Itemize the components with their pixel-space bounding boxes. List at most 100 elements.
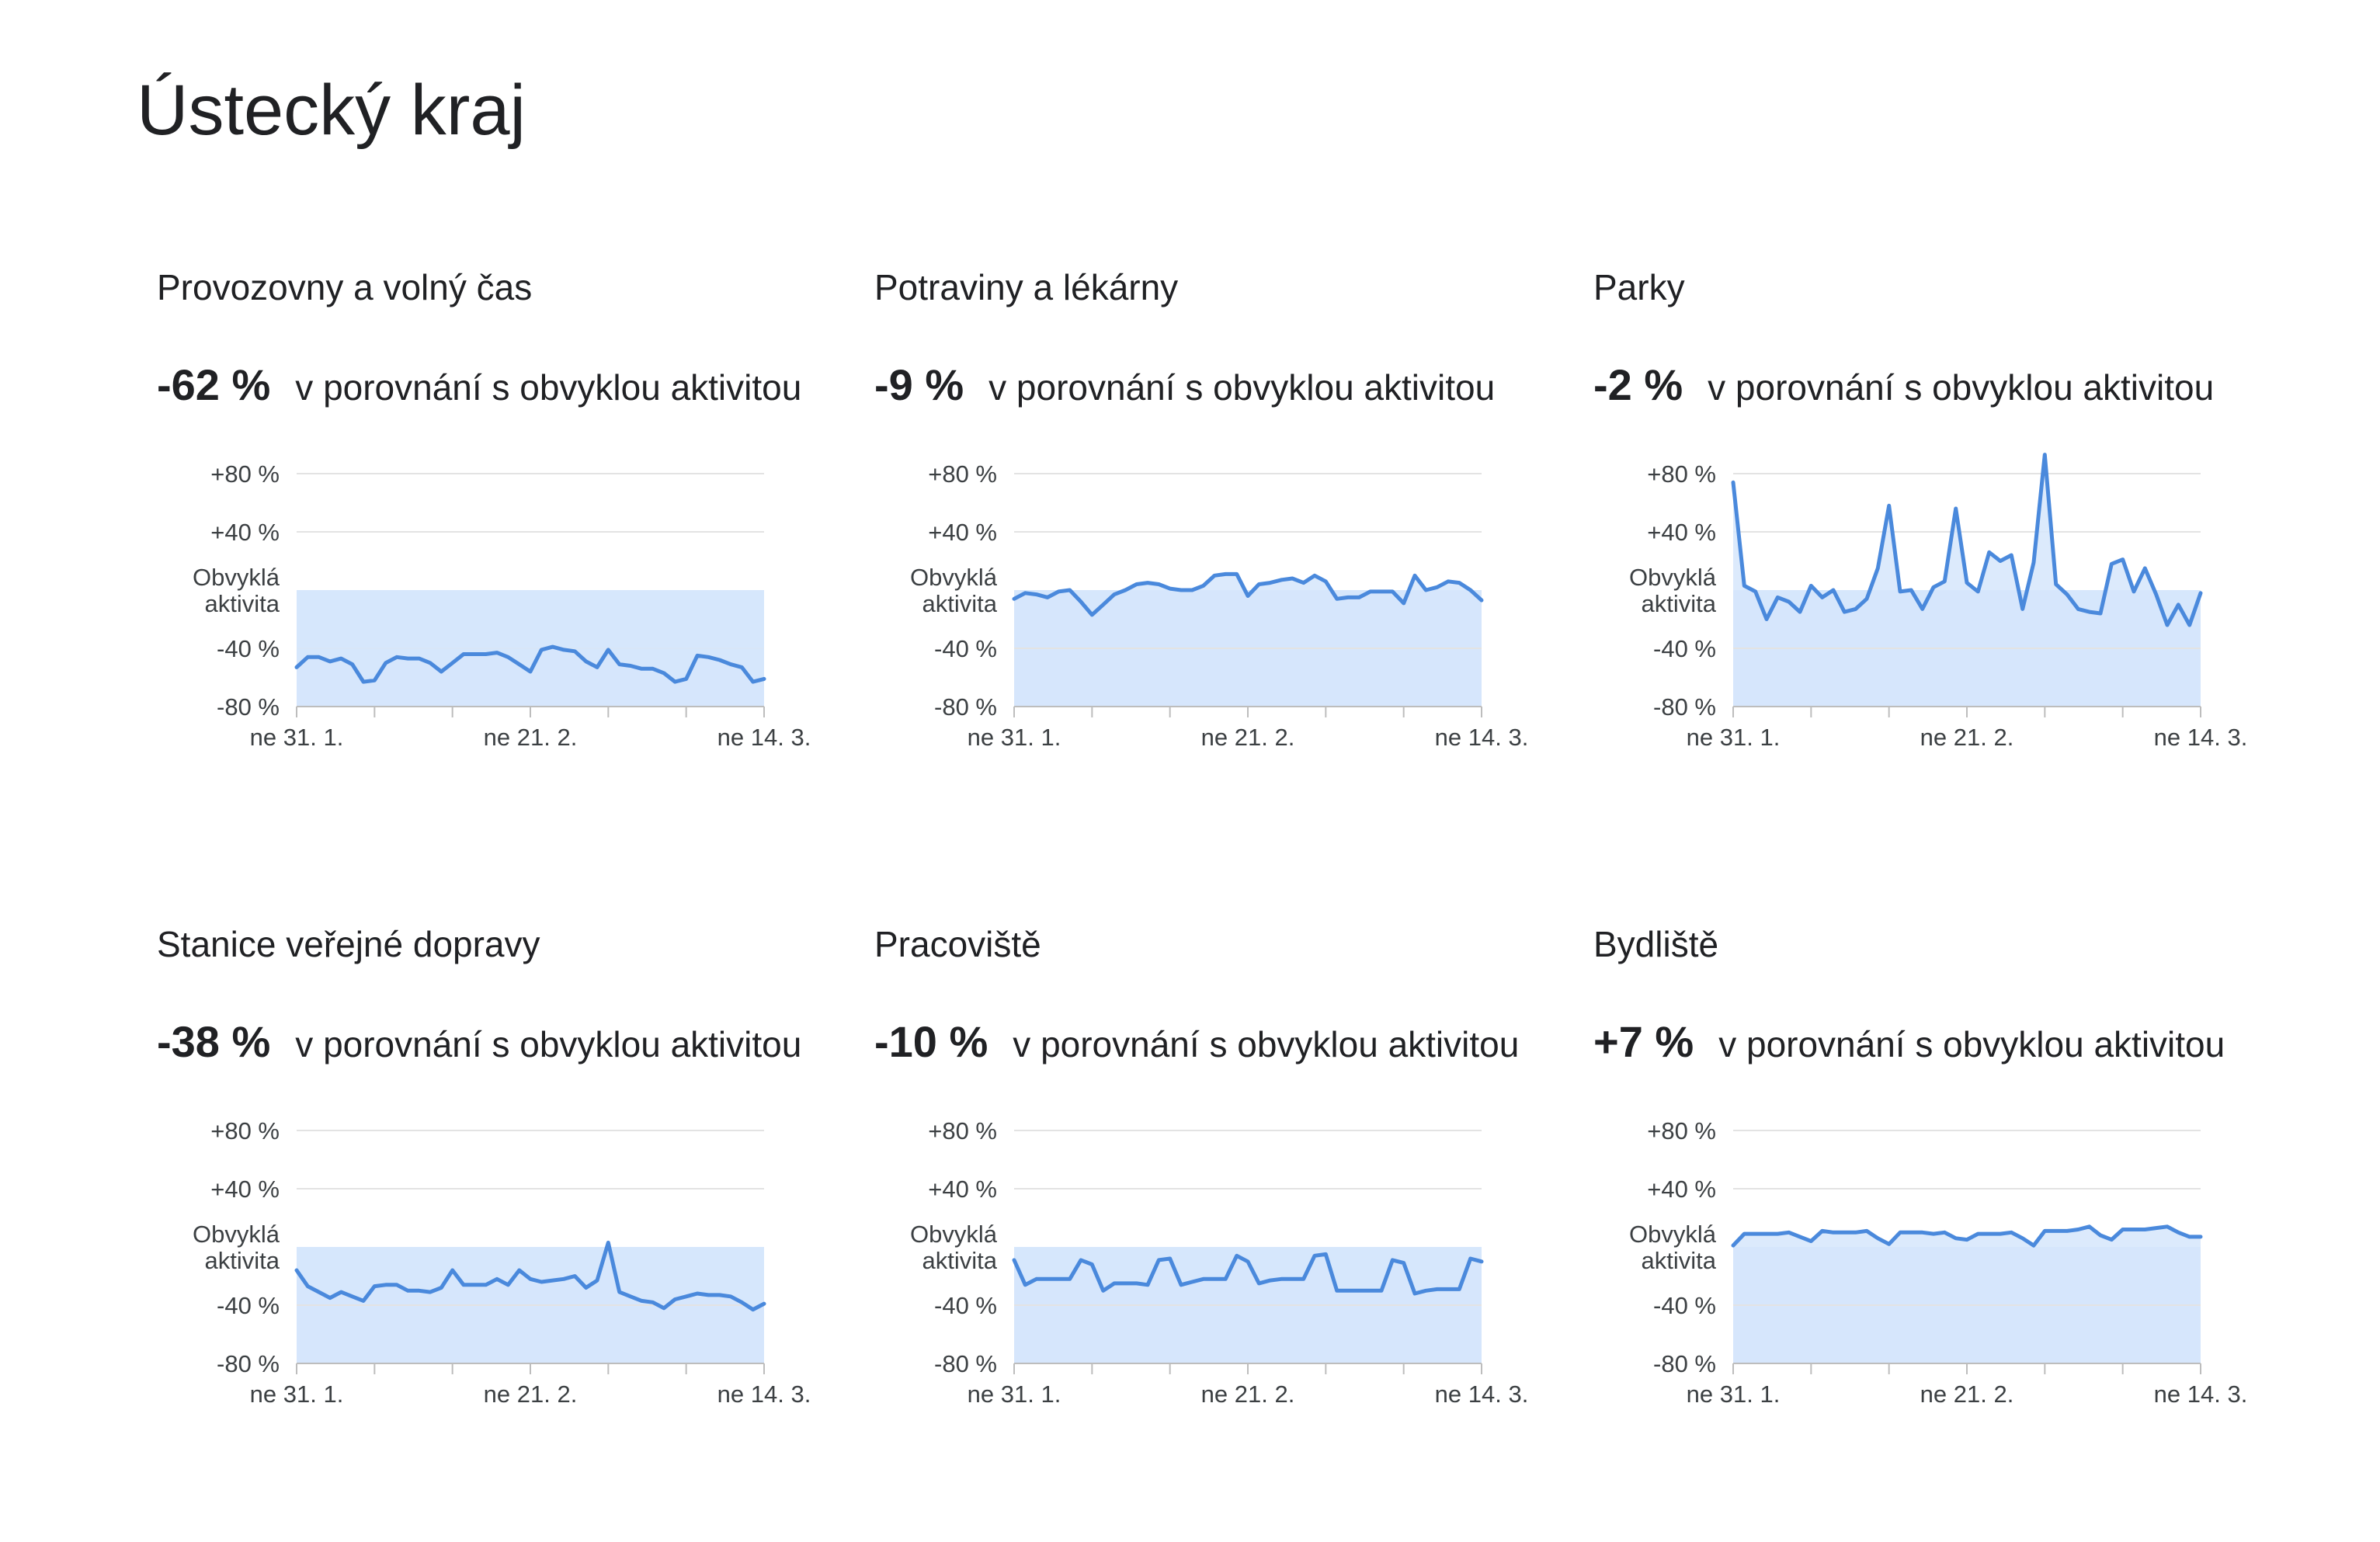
y-tick-label: Obvyklá <box>193 1221 280 1248</box>
chart-stat: -38 % v porovnání s obvyklou aktivitou <box>157 1011 801 1085</box>
chart-panel-residential: Bydliště +7 % v porovnání s obvyklou akti… <box>1593 921 2292 1542</box>
y-tick-label: aktivita <box>1642 1247 1717 1274</box>
y-tick-label: -80 % <box>1653 1350 1716 1377</box>
x-tick-label: ne 14. 3. <box>717 1381 811 1408</box>
chart-title: Bydliště <box>1593 924 1719 964</box>
x-tick-label: ne 21. 2. <box>484 724 578 751</box>
y-tick-label: -40 % <box>217 635 280 662</box>
y-tick-label: Obvyklá <box>910 564 998 591</box>
y-tick-label: Obvyklá <box>1629 564 1717 591</box>
x-tick-label: ne 14. 3. <box>1435 1381 1529 1408</box>
chart-panel-grocery-pharmacy: Potraviny a lékárny -9 % v porovnání s ob… <box>874 264 1573 885</box>
y-tick-label: aktivita <box>205 590 280 617</box>
x-tick-label: ne 21. 2. <box>484 1381 578 1408</box>
y-tick-label: -80 % <box>217 693 280 721</box>
chart-panel-retail-recreation: Provozovny a volný čas -62 % v porovnání … <box>157 264 856 885</box>
y-tick-label: +80 % <box>928 460 997 488</box>
y-tick-label: +40 % <box>928 519 997 546</box>
stat-caption: v porovnání s obvyklou aktivitou <box>1708 367 2215 408</box>
y-tick-label: aktivita <box>205 1247 280 1274</box>
x-tick-label: ne 14. 3. <box>1435 724 1529 751</box>
y-tick-label: aktivita <box>922 1247 998 1274</box>
stat-value: -10 % <box>874 1017 988 1066</box>
y-tick-label: -40 % <box>1653 635 1716 662</box>
y-tick-label: +80 % <box>210 460 280 488</box>
x-tick-label: ne 21. 2. <box>1201 1381 1295 1408</box>
y-tick-label: -80 % <box>934 1350 997 1377</box>
series-line <box>1731 453 2203 627</box>
x-tick-label: ne 31. 1. <box>968 724 1061 751</box>
chart-panel-workplaces: Pracoviště -10 % v porovnání s obvyklou a… <box>874 921 1573 1542</box>
y-tick-label: Obvyklá <box>1629 1221 1717 1248</box>
y-tick-label: aktivita <box>922 590 998 617</box>
y-tick-label: -40 % <box>217 1292 280 1319</box>
x-tick-label: ne 31. 1. <box>1687 1381 1781 1408</box>
series-area <box>297 590 764 682</box>
chart-stat: +7 % v porovnání s obvyklou aktivitou <box>1593 1011 2225 1085</box>
stat-caption: v porovnání s obvyklou aktivitou <box>1013 1024 1520 1064</box>
stat-caption: v porovnání s obvyklou aktivitou <box>295 1024 802 1064</box>
y-tick-label: +40 % <box>210 519 280 546</box>
y-tick-label: +80 % <box>928 1117 997 1144</box>
chart-title: Potraviny a lékárny <box>874 267 1179 307</box>
y-tick-label: +40 % <box>928 1176 997 1203</box>
chart-stat: -10 % v porovnání s obvyklou aktivitou <box>874 1011 1519 1085</box>
chart-panel-parks: Parky -2 % v porovnání s obvyklou aktivit… <box>1593 264 2292 885</box>
y-tick-label: +40 % <box>1647 1176 1716 1203</box>
stat-value: -2 % <box>1593 360 1683 409</box>
chart-stat: -62 % v porovnání s obvyklou aktivitou <box>157 354 801 428</box>
stat-value: +7 % <box>1593 1017 1694 1066</box>
y-tick-label: Obvyklá <box>910 1221 998 1248</box>
y-tick-label: +40 % <box>210 1176 280 1203</box>
chart-panel-transit-stations: Stanice veřejné dopravy -38 % v porovnání… <box>157 921 856 1542</box>
y-tick-label: +80 % <box>210 1117 280 1144</box>
y-tick-label: -80 % <box>217 1350 280 1377</box>
stat-caption: v porovnání s obvyklou aktivitou <box>295 367 802 408</box>
stat-value: -9 % <box>874 360 964 409</box>
stat-caption: v porovnání s obvyklou aktivitou <box>988 367 1496 408</box>
x-tick-label: ne 31. 1. <box>1687 724 1781 751</box>
series-area <box>1733 1226 2201 1247</box>
y-tick-label: aktivita <box>1642 590 1717 617</box>
chart-title: Stanice veřejné dopravy <box>157 924 540 964</box>
y-tick-label: -40 % <box>934 1292 997 1319</box>
x-tick-label: ne 21. 2. <box>1920 1381 2014 1408</box>
x-tick-label: ne 21. 2. <box>1201 724 1295 751</box>
y-tick-label: -40 % <box>934 635 997 662</box>
x-tick-label: ne 14. 3. <box>2154 1381 2248 1408</box>
x-tick-label: ne 31. 1. <box>968 1381 1061 1408</box>
series-line <box>1731 1224 2203 1248</box>
series-line <box>1012 571 1484 617</box>
series-line <box>294 644 766 684</box>
page-title: Ústecký kraj <box>137 71 526 150</box>
y-tick-label: -80 % <box>934 693 997 721</box>
stat-caption: v porovnání s obvyklou aktivitou <box>1718 1024 2225 1064</box>
x-tick-label: ne 14. 3. <box>2154 724 2248 751</box>
y-tick-label: +80 % <box>1647 1117 1716 1144</box>
y-tick-label: Obvyklá <box>193 564 280 591</box>
chart-title: Provozovny a volný čas <box>157 267 533 307</box>
x-tick-label: ne 31. 1. <box>250 1381 344 1408</box>
stat-value: -38 % <box>157 1017 271 1066</box>
chart-title: Pracoviště <box>874 924 1041 964</box>
chart-title: Parky <box>1593 267 1685 307</box>
series-line <box>1012 1252 1484 1296</box>
y-tick-label: +40 % <box>1647 519 1716 546</box>
chart-stat: -2 % v porovnání s obvyklou aktivitou <box>1593 354 2214 428</box>
stat-value: -62 % <box>157 360 271 409</box>
x-tick-label: ne 14. 3. <box>717 724 811 751</box>
x-tick-label: ne 31. 1. <box>250 724 344 751</box>
y-tick-label: -40 % <box>1653 1292 1716 1319</box>
y-tick-label: +80 % <box>1647 460 1716 488</box>
chart-stat: -9 % v porovnání s obvyklou aktivitou <box>874 354 1495 428</box>
y-tick-label: -80 % <box>1653 693 1716 721</box>
x-tick-label: ne 21. 2. <box>1920 724 2014 751</box>
series-line <box>294 1240 766 1312</box>
series-area <box>297 1242 764 1310</box>
